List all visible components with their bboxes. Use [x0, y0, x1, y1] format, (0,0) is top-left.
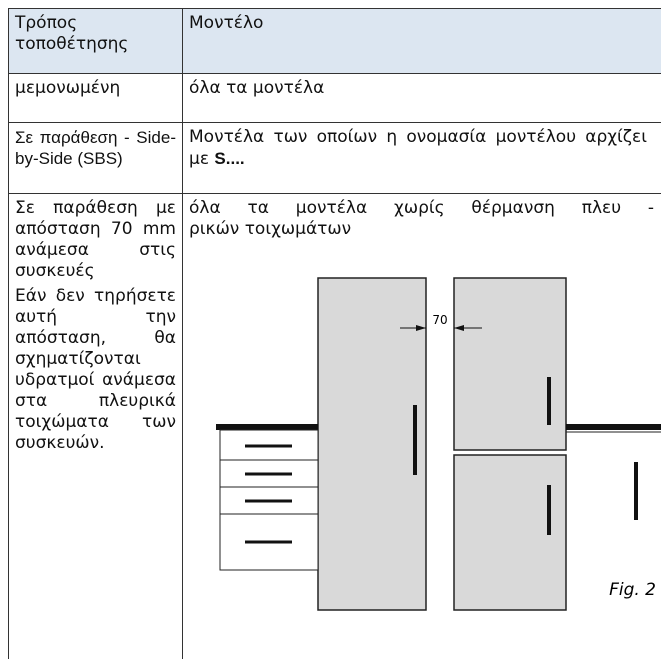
fridge	[317, 277, 427, 611]
cell-text: Εάν δεν τηρήσετε αυτή την απόσταση, θα σ…	[15, 286, 176, 453]
dimension-label: 70	[432, 313, 447, 327]
cell: Σε παράθεση - Side-by-Side (SBS)	[8, 122, 183, 194]
cell: όλα τα μοντέλα χωρίς θέρμανση πλευ - ρικ…	[182, 193, 661, 659]
header-text: Τρόπος τοποθέτησης	[15, 13, 129, 54]
cell-text: μεμονωμένη	[15, 78, 121, 98]
cell-text: όλα τα μοντέλα	[189, 78, 325, 98]
cell-text: ρικών τοιχωμάτων	[189, 219, 352, 239]
figure-caption: Fig. 2	[609, 580, 656, 600]
cell-text: Σε παράθεση - Side-by-Side (SBS)	[15, 128, 176, 168]
header-text: Μοντέλο	[189, 13, 264, 33]
cell-text: όλα τα μοντέλα χωρίς θέρμανση πλευ -	[189, 198, 654, 218]
bold-text: S....	[214, 149, 245, 168]
cell-text: Μοντέλα των οποίων η ονομασία μοντέλου α…	[189, 127, 647, 169]
cell-text: Σε παράθεση με απόσταση 70 mm ανάμεσα στ…	[15, 198, 176, 281]
header-cell: Τρόπος τοποθέτησης	[8, 8, 183, 74]
arrow	[454, 325, 464, 331]
arrow	[416, 325, 426, 331]
